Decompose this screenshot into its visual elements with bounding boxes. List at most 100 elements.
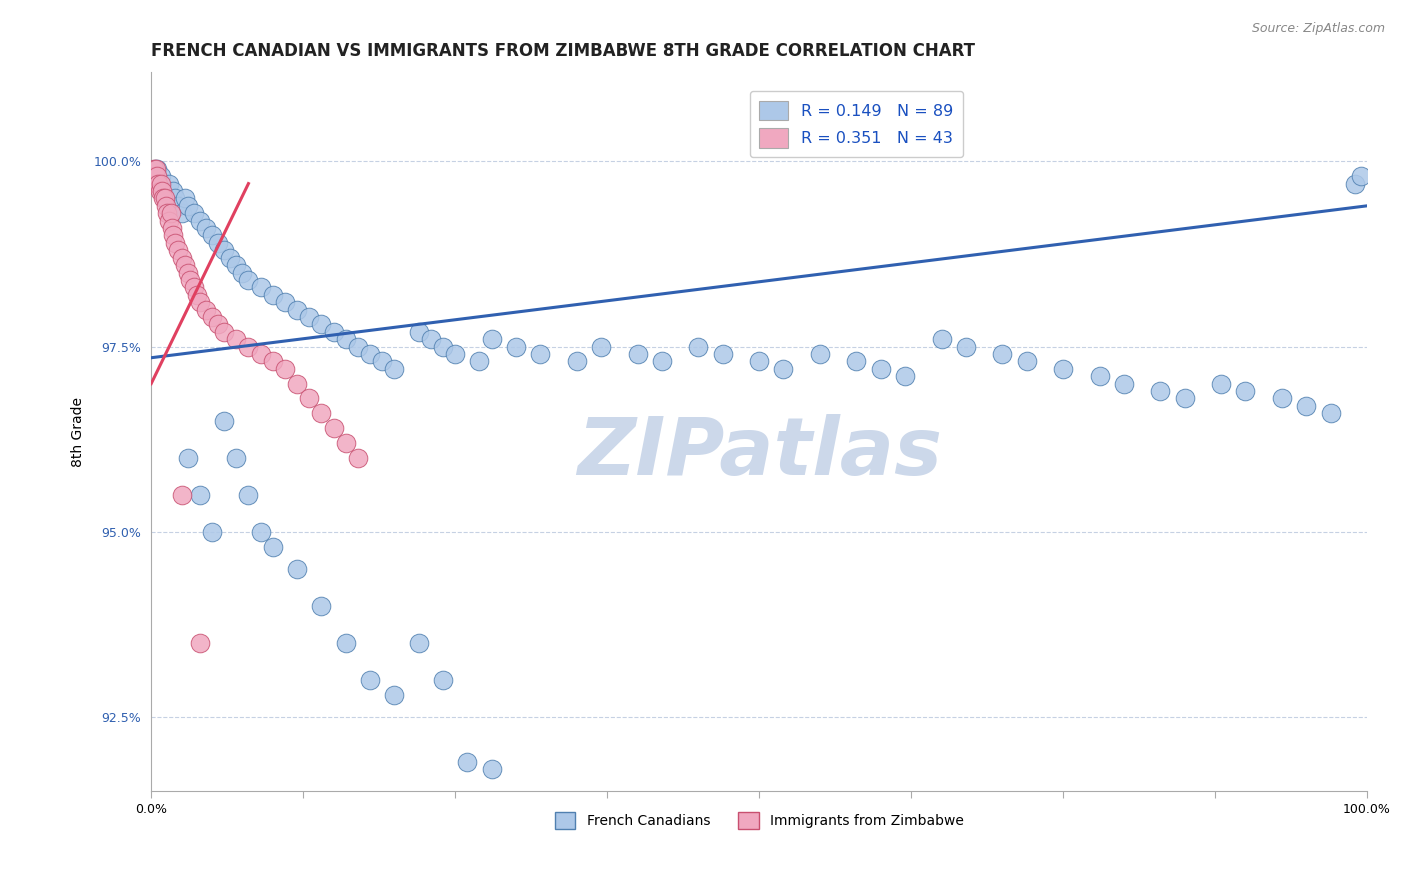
Point xyxy=(894,369,917,384)
Point xyxy=(176,266,198,280)
Point xyxy=(408,636,430,650)
Point xyxy=(149,177,172,191)
Point xyxy=(274,362,297,376)
Point xyxy=(298,392,321,406)
Point xyxy=(432,340,454,354)
Point xyxy=(298,310,321,324)
Point xyxy=(238,340,260,354)
Point xyxy=(444,347,467,361)
Point xyxy=(225,332,247,346)
Point xyxy=(322,325,344,339)
Point xyxy=(162,228,184,243)
Point xyxy=(165,191,187,205)
Point xyxy=(335,332,357,346)
Point xyxy=(149,184,172,198)
Point xyxy=(157,177,180,191)
Point xyxy=(382,688,405,702)
Point xyxy=(188,488,211,502)
Point xyxy=(238,488,260,502)
Point xyxy=(225,450,247,465)
Point xyxy=(1234,384,1257,398)
Point xyxy=(262,287,284,301)
Point xyxy=(688,340,710,354)
Point xyxy=(194,302,217,317)
Point xyxy=(1112,376,1135,391)
Point xyxy=(174,191,197,205)
Point xyxy=(382,362,405,376)
Point xyxy=(1052,362,1074,376)
Point xyxy=(156,206,179,220)
Point xyxy=(238,273,260,287)
Point xyxy=(148,177,170,191)
Point xyxy=(249,280,271,294)
Point xyxy=(155,191,177,205)
Point xyxy=(170,251,193,265)
Point xyxy=(150,184,173,198)
Point xyxy=(772,362,794,376)
Point xyxy=(170,206,193,220)
Point xyxy=(219,251,242,265)
Point xyxy=(274,295,297,310)
Point xyxy=(167,244,190,258)
Point xyxy=(481,762,503,776)
Point xyxy=(311,599,333,613)
Point xyxy=(179,273,201,287)
Point xyxy=(165,235,187,250)
Text: Source: ZipAtlas.com: Source: ZipAtlas.com xyxy=(1251,22,1385,36)
Point xyxy=(160,221,183,235)
Point xyxy=(176,199,198,213)
Point xyxy=(249,347,271,361)
Point xyxy=(845,354,868,368)
Legend: French Canadians, Immigrants from Zimbabwe: French Canadians, Immigrants from Zimbab… xyxy=(548,806,969,835)
Point xyxy=(359,347,381,361)
Point xyxy=(1319,406,1341,420)
Point xyxy=(170,488,193,502)
Point xyxy=(432,673,454,687)
Text: ZIPatlas: ZIPatlas xyxy=(576,415,942,492)
Point xyxy=(212,325,235,339)
Point xyxy=(955,340,977,354)
Point xyxy=(142,161,165,176)
Point xyxy=(408,325,430,339)
Point xyxy=(159,206,181,220)
Text: FRENCH CANADIAN VS IMMIGRANTS FROM ZIMBABWE 8TH GRADE CORRELATION CHART: FRENCH CANADIAN VS IMMIGRANTS FROM ZIMBA… xyxy=(152,42,976,60)
Point xyxy=(152,184,174,198)
Point xyxy=(146,169,169,184)
Point xyxy=(188,295,211,310)
Point xyxy=(335,436,357,450)
Point xyxy=(153,191,176,205)
Point xyxy=(146,169,169,184)
Point xyxy=(991,347,1014,361)
Point xyxy=(1149,384,1171,398)
Point xyxy=(186,287,208,301)
Point xyxy=(931,332,953,346)
Point xyxy=(212,244,235,258)
Point xyxy=(347,340,370,354)
Point xyxy=(419,332,441,346)
Point xyxy=(174,258,197,272)
Point xyxy=(188,213,211,227)
Point xyxy=(145,161,167,176)
Point xyxy=(249,524,271,539)
Point xyxy=(1015,354,1038,368)
Point xyxy=(176,450,198,465)
Point xyxy=(188,636,211,650)
Point xyxy=(231,266,253,280)
Point xyxy=(285,376,308,391)
Point xyxy=(456,755,478,769)
Point xyxy=(481,332,503,346)
Point xyxy=(262,354,284,368)
Point xyxy=(201,310,224,324)
Point xyxy=(1271,392,1294,406)
Point xyxy=(651,354,673,368)
Point xyxy=(311,406,333,420)
Point xyxy=(262,540,284,554)
Point xyxy=(146,161,169,176)
Point xyxy=(152,191,174,205)
Point xyxy=(201,228,224,243)
Point xyxy=(162,184,184,198)
Point xyxy=(1211,376,1233,391)
Point xyxy=(359,673,381,687)
Point xyxy=(808,347,831,361)
Y-axis label: 8th Grade: 8th Grade xyxy=(72,397,86,467)
